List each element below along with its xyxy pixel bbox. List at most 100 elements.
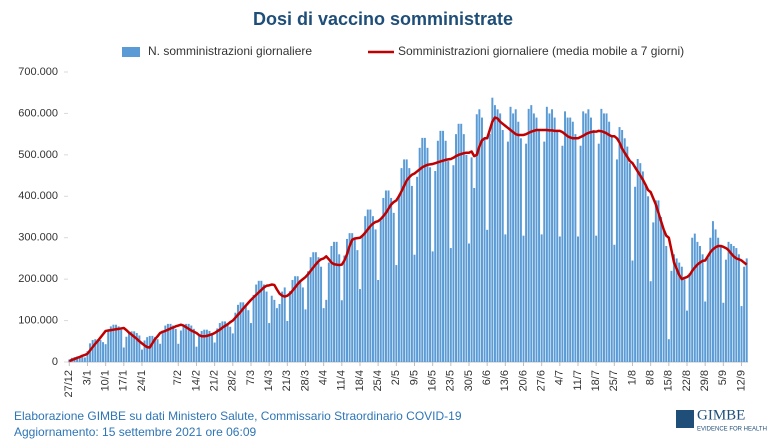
bar [600, 108, 603, 362]
x-tick-label: 4/7 [554, 370, 566, 385]
bar [543, 141, 546, 362]
bar [83, 357, 86, 362]
bar [358, 289, 361, 362]
x-tick-label: 6/6 [481, 370, 493, 385]
bar [314, 252, 317, 362]
bar [538, 130, 541, 362]
bar [281, 291, 284, 362]
x-tick-label: 4/4 [318, 370, 330, 385]
bar [195, 346, 198, 362]
bar [343, 255, 346, 362]
bar [128, 333, 130, 362]
bar [553, 117, 556, 362]
bar [714, 229, 717, 362]
bar [605, 113, 608, 362]
bar [540, 234, 543, 362]
x-tick-label: 28/3 [299, 370, 311, 391]
y-tick-label: 0 [52, 356, 58, 368]
bar [200, 330, 203, 362]
bar [439, 130, 442, 362]
y-tick-label: 100.000 [18, 314, 58, 326]
bar [691, 237, 694, 362]
bar [286, 320, 289, 362]
bar [525, 143, 528, 362]
x-tick-label: 18/4 [354, 370, 366, 391]
bar [470, 157, 473, 362]
bar [449, 248, 452, 362]
x-tick-label: 10/1 [100, 370, 112, 391]
x-tick-label: 2/5 [390, 370, 402, 385]
logo-tagline: EVIDENCE FOR HEALTH [697, 427, 767, 433]
y-tick-label: 700.000 [18, 66, 58, 78]
bar [213, 342, 216, 362]
bar [304, 309, 307, 362]
bar [584, 113, 587, 362]
x-tick-label: 25/4 [372, 370, 384, 391]
bar [636, 159, 639, 362]
bar [81, 357, 84, 362]
bar [724, 259, 727, 362]
bar [221, 321, 224, 362]
bar [322, 308, 325, 362]
bar [177, 343, 180, 362]
chart-title: Dosi di vaccino somministrate [253, 9, 513, 29]
bar [610, 136, 613, 362]
bar [735, 248, 738, 362]
bar [104, 344, 107, 362]
bar [717, 237, 720, 362]
bar [493, 105, 496, 363]
bar [571, 121, 574, 362]
x-tick-label: 27/12 [63, 370, 75, 398]
y-tick-label: 400.000 [18, 190, 58, 202]
bar [309, 257, 312, 362]
bar [413, 254, 416, 362]
bar [447, 161, 450, 362]
bar [348, 233, 351, 362]
bar [442, 130, 445, 362]
bar [125, 336, 128, 362]
bar [203, 329, 206, 362]
bar [504, 234, 507, 362]
bar [218, 323, 221, 362]
bar [307, 271, 310, 362]
bar [654, 200, 657, 362]
bar [325, 299, 328, 362]
bar [294, 276, 297, 362]
legend-label: Somministrazioni giornaliere (media mobi… [398, 44, 684, 58]
bar [499, 113, 502, 362]
bar [506, 141, 509, 362]
bar [252, 294, 255, 362]
bar [475, 114, 478, 362]
bar [320, 266, 323, 362]
x-tick-label: 1/8 [626, 370, 638, 385]
x-tick-label: 21/2 [209, 370, 221, 391]
bar [641, 171, 644, 362]
bar [696, 241, 699, 362]
bar [353, 238, 356, 362]
bar [156, 339, 159, 362]
bar [704, 301, 707, 362]
bar [387, 190, 390, 362]
bar [452, 165, 455, 362]
legend-label: N. somministrazioni giornaliere [148, 44, 312, 58]
bar [333, 241, 336, 362]
bar [587, 109, 590, 363]
bar [397, 194, 400, 362]
bar [379, 220, 382, 362]
bar [743, 266, 746, 362]
bar [688, 273, 691, 362]
x-tick-label: 27/6 [536, 370, 548, 391]
bar [670, 270, 673, 362]
bar [514, 109, 517, 363]
bar [522, 235, 525, 362]
bar [727, 241, 730, 362]
bar [410, 185, 413, 362]
x-tick-label: 28/2 [227, 370, 239, 391]
bar [115, 324, 118, 362]
bar [390, 197, 393, 362]
x-tick-label: 13/6 [499, 370, 511, 391]
bar [138, 335, 141, 362]
bar [556, 130, 559, 362]
bar [405, 159, 408, 362]
bar [660, 217, 663, 362]
